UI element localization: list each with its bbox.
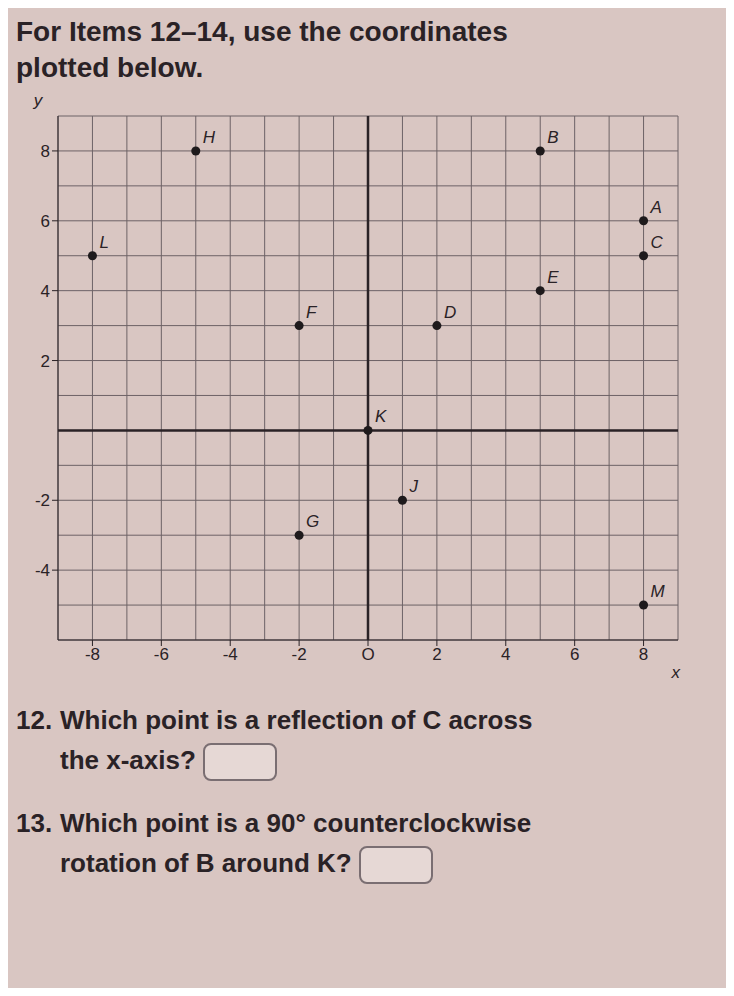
svg-text:B: B xyxy=(547,128,558,147)
svg-text:y: y xyxy=(33,91,44,110)
svg-text:F: F xyxy=(306,303,318,322)
svg-text:2: 2 xyxy=(41,352,50,371)
svg-text:-2: -2 xyxy=(292,645,307,664)
svg-text:-4: -4 xyxy=(223,645,238,664)
svg-text:A: A xyxy=(650,198,662,217)
svg-text:J: J xyxy=(408,477,418,496)
svg-text:L: L xyxy=(99,233,108,252)
svg-text:4: 4 xyxy=(41,282,50,301)
html-text:For Items 12–14, use the coord: For Items 12–14, use the coordinates plo… xyxy=(16,16,508,83)
svg-text:C: C xyxy=(651,233,664,252)
svg-text:8: 8 xyxy=(41,142,50,161)
svg-text:x: x xyxy=(671,663,681,682)
svg-text:-8: -8 xyxy=(85,645,100,664)
svg-text:E: E xyxy=(547,268,559,287)
svg-text:4: 4 xyxy=(501,645,510,664)
svg-text:-6: -6 xyxy=(154,645,169,664)
svg-text:G: G xyxy=(306,512,319,531)
html-text:12. Which point is a reflectio: 12. Which point is a reflection of C acr… xyxy=(16,705,533,775)
svg-text:6: 6 xyxy=(570,645,579,664)
svg-text:2: 2 xyxy=(432,645,441,664)
svg-text:D: D xyxy=(444,303,456,322)
svg-text:-2: -2 xyxy=(35,491,50,510)
svg-text:K: K xyxy=(375,407,387,426)
html-text:13. Which point is a 90° count: 13. Which point is a 90° counterclockwis… xyxy=(16,808,532,879)
svg-text:-4: -4 xyxy=(35,561,50,580)
svg-text:M: M xyxy=(651,582,666,601)
svg-text:6: 6 xyxy=(41,212,50,231)
svg-text:H: H xyxy=(203,128,216,147)
svg-text:O: O xyxy=(361,645,374,664)
svg-text:8: 8 xyxy=(639,645,648,664)
